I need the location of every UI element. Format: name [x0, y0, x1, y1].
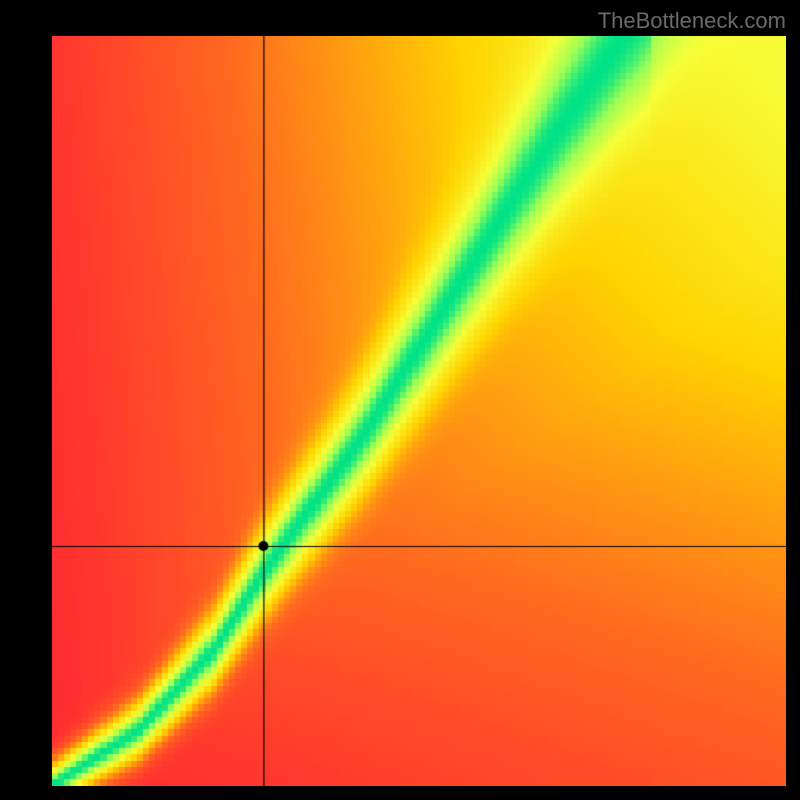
bottleneck-heatmap — [52, 36, 786, 786]
watermark-text: TheBottleneck.com — [598, 8, 786, 34]
